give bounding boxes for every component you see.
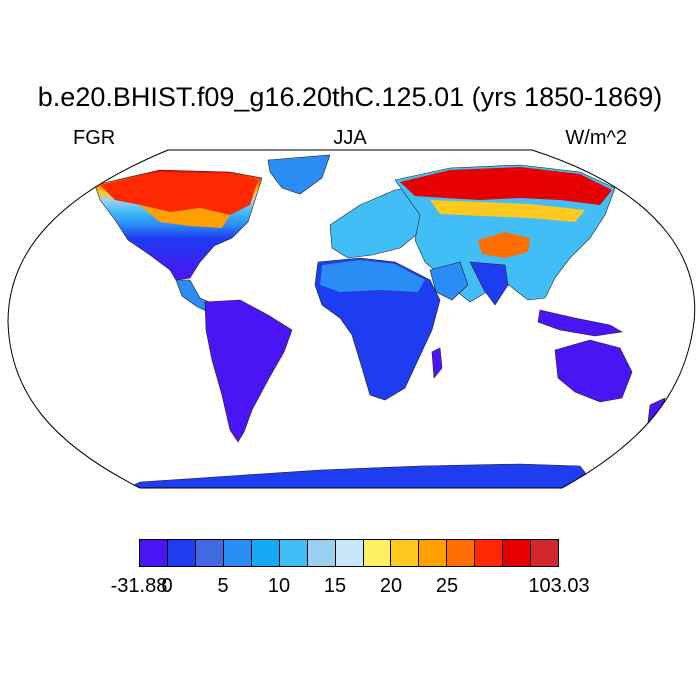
- siberia-warm: [430, 200, 585, 222]
- colorbar-swatch: [307, 540, 336, 566]
- plot-title: b.e20.BHIST.f09_g16.20thC.125.01 (yrs 18…: [37, 82, 663, 112]
- australia: [554, 339, 633, 403]
- colorbar-tick-label: 5: [217, 575, 229, 597]
- colorbar-swatch: [223, 540, 252, 566]
- colorbar-swatch: [475, 540, 504, 566]
- arabia: [429, 261, 469, 301]
- indonesia: [537, 309, 623, 337]
- colorbar-swatch: [503, 540, 532, 566]
- sahara: [320, 260, 425, 292]
- colorbar-swatch: [140, 540, 168, 566]
- india: [469, 261, 509, 306]
- map-outline: [7, 149, 696, 489]
- colorbar: [139, 539, 559, 567]
- south-america: [204, 299, 293, 443]
- colorbar-tick-label: 15: [323, 575, 347, 597]
- colorbar-swatch: [447, 540, 476, 566]
- greenland: [267, 154, 331, 195]
- colorbar-swatch: [419, 540, 448, 566]
- colorbar-swatch: [195, 540, 224, 566]
- africa: [314, 257, 441, 401]
- colorbar-tick-label: -31.88: [110, 575, 168, 597]
- season-label: JJA: [333, 127, 367, 149]
- colorbar-swatch: [167, 540, 196, 566]
- colorbar-swatch: [279, 540, 308, 566]
- variable-label: FGR: [73, 127, 116, 149]
- canada-heat: [100, 172, 258, 215]
- colorbar-tick-label: 10: [267, 575, 291, 597]
- canada-warm: [140, 205, 230, 228]
- colorbar-swatch: [363, 540, 392, 566]
- colorbar-swatch: [251, 540, 280, 566]
- colorbar-swatch: [391, 540, 420, 566]
- madagascar: [431, 347, 443, 379]
- colorbar-swatch: [335, 540, 364, 566]
- land-fields: [94, 154, 666, 488]
- colorbar-tick-label: 103.03: [528, 575, 590, 597]
- new-zealand: [647, 397, 666, 423]
- antarctica: [119, 463, 601, 488]
- units-label: W/m^2: [565, 127, 627, 149]
- tibet-heat: [478, 232, 530, 258]
- colorbar-tick-label: 0: [161, 575, 173, 597]
- colorbar-tick-label: 25: [435, 575, 459, 597]
- colorbar-swatch: [531, 540, 559, 566]
- colorbar-tick-label: 20: [379, 575, 403, 597]
- siberia-heat: [400, 167, 612, 205]
